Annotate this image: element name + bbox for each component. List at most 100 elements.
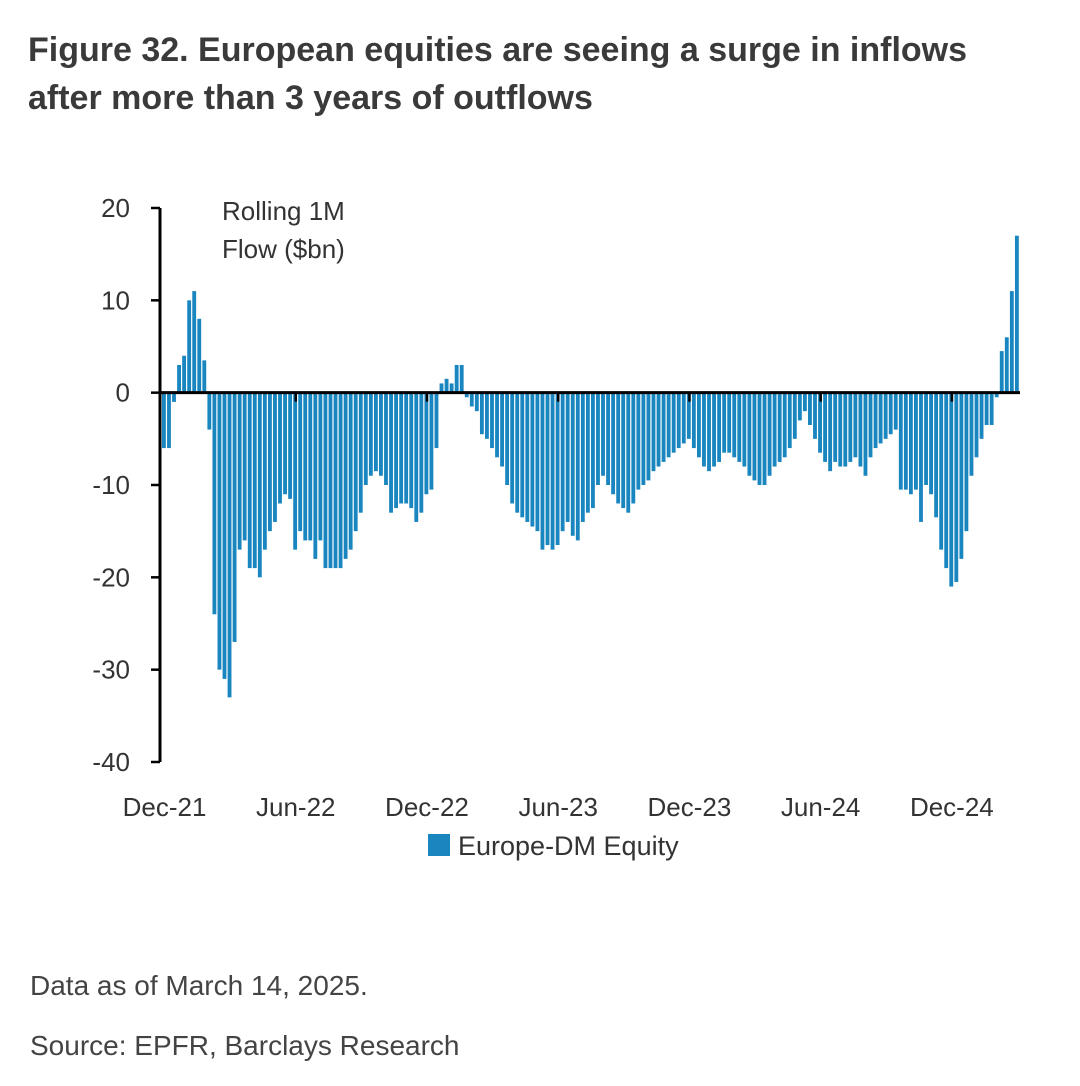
bar	[782, 392, 787, 458]
bar	[530, 392, 535, 527]
bar	[207, 392, 212, 430]
bar	[227, 392, 232, 698]
bar	[232, 392, 237, 642]
bar	[525, 392, 530, 522]
y-tick-label: 10	[101, 285, 130, 315]
bar	[974, 392, 979, 458]
bar	[222, 392, 227, 679]
bar	[313, 392, 318, 559]
bar	[979, 392, 984, 439]
bar	[833, 392, 838, 462]
bar	[631, 392, 636, 504]
bar	[545, 392, 550, 546]
bar	[409, 392, 414, 509]
bar	[621, 392, 626, 509]
bar	[969, 392, 974, 476]
bar	[394, 392, 399, 509]
bar	[934, 392, 939, 518]
title-line-2: after more than 3 years of outflows	[28, 79, 593, 117]
bar	[873, 392, 878, 449]
bar	[908, 392, 913, 495]
bar	[490, 392, 494, 449]
bar	[596, 392, 600, 485]
bar	[167, 392, 171, 449]
bar	[252, 392, 257, 569]
bar	[555, 392, 560, 546]
bar	[262, 392, 267, 550]
bar	[485, 392, 489, 439]
bar	[651, 392, 656, 472]
bar	[303, 392, 308, 541]
bar	[903, 392, 908, 490]
y-axis-label-line-2: Flow ($bn)	[222, 234, 345, 264]
bar	[691, 392, 696, 449]
bar	[792, 392, 797, 439]
y-tick-label: 20	[101, 193, 130, 223]
source-note: Source: EPFR, Barclays Research	[30, 1030, 460, 1061]
bar	[202, 360, 207, 393]
bar	[989, 392, 994, 425]
bar	[510, 392, 515, 504]
bar	[601, 392, 605, 476]
bar	[464, 392, 469, 398]
bar	[550, 392, 555, 550]
bar	[293, 392, 298, 550]
bar	[666, 392, 671, 458]
title-line-1: Figure 32. European equities are seeing …	[28, 31, 968, 69]
bar	[914, 392, 918, 490]
bar	[898, 392, 903, 490]
bar	[777, 392, 782, 462]
bar	[384, 392, 388, 485]
bar	[535, 392, 540, 532]
bar	[212, 392, 217, 615]
bar	[712, 392, 716, 467]
bar	[379, 392, 383, 476]
bar	[1009, 291, 1014, 393]
bar	[823, 392, 828, 462]
y-axis-label-line-1: Rolling 1M	[222, 196, 345, 226]
bar	[732, 392, 737, 458]
bar	[747, 392, 752, 476]
bar	[924, 392, 928, 485]
bar	[343, 392, 348, 559]
bar	[636, 392, 641, 490]
bar	[237, 392, 242, 550]
bar	[848, 392, 853, 462]
bar	[1014, 235, 1019, 393]
bar	[429, 392, 434, 490]
bar	[283, 392, 287, 495]
bar	[565, 392, 570, 522]
bar	[893, 392, 898, 430]
bar	[681, 392, 686, 444]
x-tick-label: Dec-21	[123, 792, 207, 822]
bar	[353, 392, 358, 532]
bar	[737, 392, 742, 462]
bar	[888, 392, 893, 435]
bar	[591, 392, 595, 509]
bar	[273, 392, 277, 522]
bar	[540, 392, 545, 550]
bar	[717, 392, 722, 462]
bar	[868, 392, 873, 458]
bar	[727, 392, 732, 453]
bar	[767, 392, 772, 476]
bar	[500, 392, 504, 467]
bar	[949, 392, 954, 587]
bar	[929, 392, 933, 495]
bar	[434, 392, 439, 449]
bar-series-group	[162, 235, 1019, 698]
bar	[308, 392, 313, 541]
bar	[671, 392, 676, 453]
bar	[883, 392, 888, 439]
bar	[358, 392, 363, 513]
bar	[288, 392, 293, 499]
bar	[197, 318, 202, 393]
y-tick-label: -10	[92, 470, 130, 500]
bar	[520, 392, 525, 518]
bar	[838, 392, 843, 467]
bar	[449, 383, 454, 393]
bar	[267, 392, 272, 532]
bar	[338, 392, 343, 569]
chart-title: Figure 32. European equities are seeing …	[28, 26, 1058, 122]
bar	[707, 392, 711, 472]
